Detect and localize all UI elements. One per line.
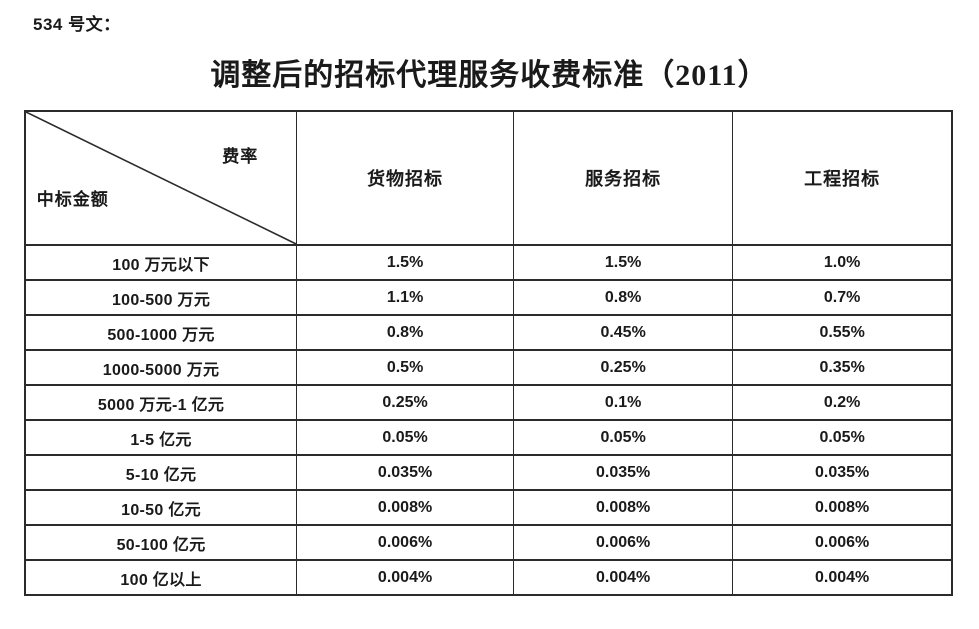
fee-value: 0.006% — [513, 524, 734, 561]
column-header-engineering: 工程招标 — [732, 110, 953, 246]
fee-value: 0.25% — [296, 384, 515, 421]
column-header-goods: 货物招标 — [296, 110, 515, 246]
table-row: 5000 万元-1 亿元 0.25% 0.1% 0.2% — [24, 384, 953, 421]
row-label: 50-100 亿元 — [24, 524, 298, 561]
fee-value: 0.004% — [296, 559, 515, 596]
fee-value: 0.55% — [732, 314, 953, 351]
row-label: 100-500 万元 — [24, 279, 298, 316]
diagonal-divider-line — [26, 112, 296, 244]
table-row: 100 亿以上 0.004% 0.004% 0.004% — [24, 559, 953, 596]
fee-value: 0.006% — [732, 524, 953, 561]
table-row: 100-500 万元 1.1% 0.8% 0.7% — [24, 279, 953, 316]
table-row: 1-5 亿元 0.05% 0.05% 0.05% — [24, 419, 953, 456]
fee-value: 0.8% — [513, 279, 734, 316]
fee-value: 0.05% — [732, 419, 953, 456]
row-label: 5000 万元-1 亿元 — [24, 384, 298, 421]
fee-value: 0.035% — [732, 454, 953, 491]
row-label: 100 万元以下 — [24, 244, 298, 281]
fee-value: 0.008% — [513, 489, 734, 526]
fee-value: 1.5% — [296, 244, 515, 281]
fee-value: 0.1% — [513, 384, 734, 421]
table-row: 500-1000 万元 0.8% 0.45% 0.55% — [24, 314, 953, 351]
fee-value: 0.008% — [732, 489, 953, 526]
fee-value: 0.006% — [296, 524, 515, 561]
fee-value: 0.004% — [732, 559, 953, 596]
fee-value: 1.5% — [513, 244, 734, 281]
fee-value: 0.035% — [296, 454, 515, 491]
fee-value: 1.1% — [296, 279, 515, 316]
table-row: 5-10 亿元 0.035% 0.035% 0.035% — [24, 454, 953, 491]
fee-value: 0.008% — [296, 489, 515, 526]
corner-label-bid-amount: 中标金额 — [36, 189, 109, 209]
row-label: 5-10 亿元 — [24, 454, 298, 491]
row-label: 1000-5000 万元 — [24, 349, 298, 386]
fee-value: 0.35% — [732, 349, 953, 386]
fee-value: 0.45% — [513, 314, 734, 351]
table-header-row: 费率 中标金额 货物招标 服务招标 工程招标 — [24, 110, 953, 246]
fee-value: 1.0% — [732, 244, 953, 281]
row-label: 500-1000 万元 — [24, 314, 298, 351]
corner-header-cell: 费率 中标金额 — [24, 110, 298, 246]
row-label: 10-50 亿元 — [24, 489, 298, 526]
corner-label-fee-rate: 费率 — [222, 147, 259, 167]
table-row: 1000-5000 万元 0.5% 0.25% 0.35% — [24, 349, 953, 386]
fee-rate-table: 费率 中标金额 货物招标 服务招标 工程招标 100 万元以下 1.5% 1.5… — [24, 110, 953, 596]
column-header-service: 服务招标 — [513, 110, 734, 246]
table-row: 100 万元以下 1.5% 1.5% 1.0% — [24, 244, 953, 281]
fee-value: 0.05% — [296, 419, 515, 456]
fee-value: 0.2% — [732, 384, 953, 421]
row-label: 100 亿以上 — [24, 559, 298, 596]
row-label: 1-5 亿元 — [24, 419, 298, 456]
fee-value: 0.5% — [296, 349, 515, 386]
table-row: 50-100 亿元 0.006% 0.006% 0.006% — [24, 524, 953, 561]
doc-ref-label: 534 号文： — [33, 15, 121, 34]
fee-value: 0.7% — [732, 279, 953, 316]
table-row: 10-50 亿元 0.008% 0.008% 0.008% — [24, 489, 953, 526]
fee-value: 0.05% — [513, 419, 734, 456]
fee-value: 0.035% — [513, 454, 734, 491]
fee-value: 0.25% — [513, 349, 734, 386]
page-title: 调整后的招标代理服务收费标准（2011） — [210, 59, 769, 92]
fee-value: 0.8% — [296, 314, 515, 351]
fee-value: 0.004% — [513, 559, 734, 596]
